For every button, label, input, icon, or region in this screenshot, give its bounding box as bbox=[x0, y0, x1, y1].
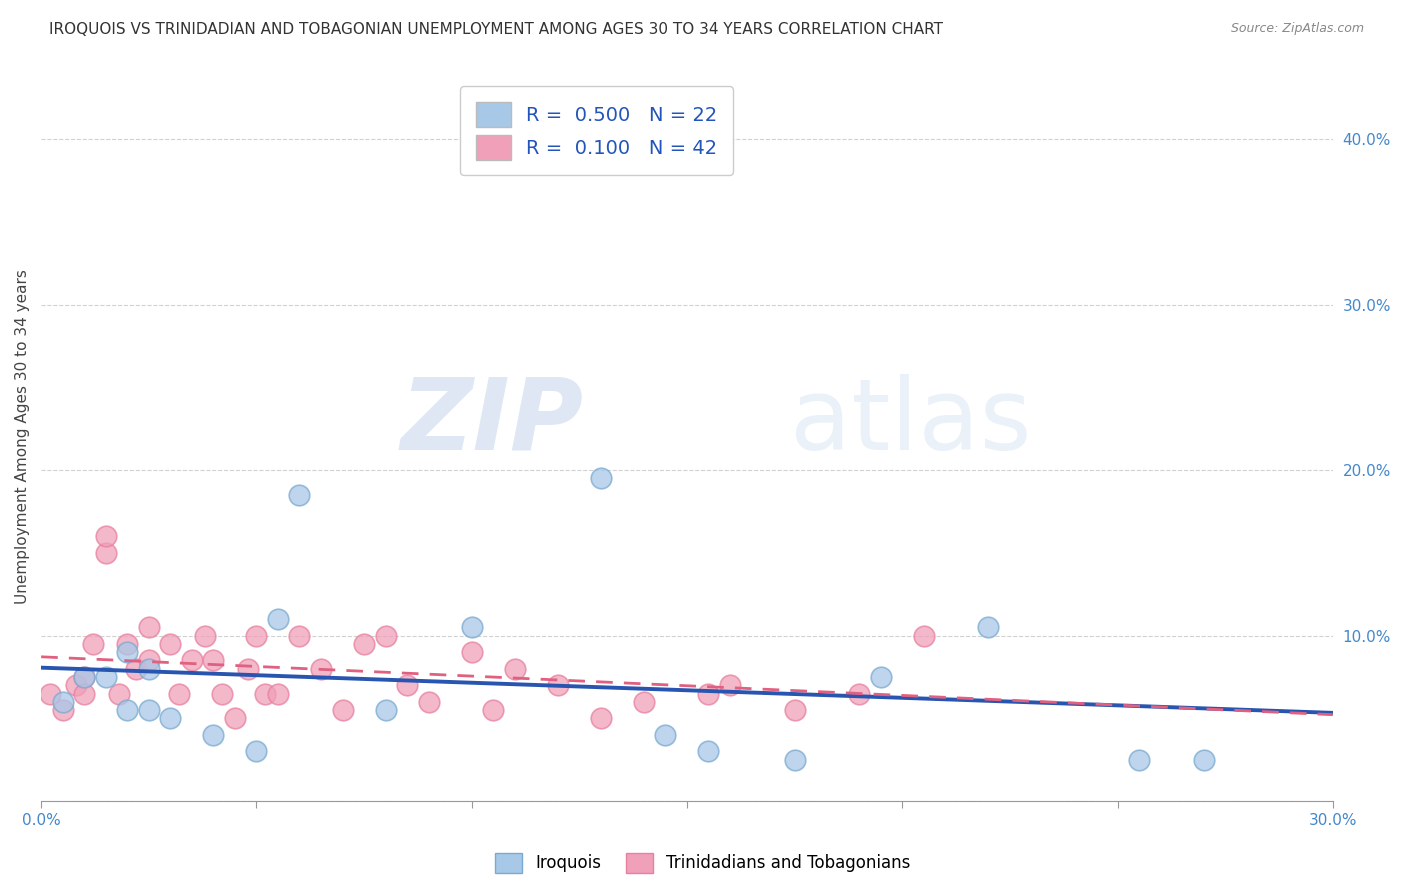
Point bbox=[288, 488, 311, 502]
Point bbox=[589, 471, 612, 485]
Point bbox=[460, 645, 482, 659]
Point bbox=[211, 687, 233, 701]
Legend: R =  0.500   N = 22, R =  0.100   N = 42: R = 0.500 N = 22, R = 0.100 N = 42 bbox=[460, 87, 733, 175]
Point bbox=[94, 670, 117, 684]
Point bbox=[245, 629, 267, 643]
Text: ZIP: ZIP bbox=[401, 374, 583, 471]
Point bbox=[332, 703, 354, 717]
Point bbox=[138, 653, 160, 667]
Point bbox=[202, 653, 225, 667]
Point bbox=[482, 703, 505, 717]
Legend: Iroquois, Trinidadians and Tobagonians: Iroquois, Trinidadians and Tobagonians bbox=[489, 847, 917, 880]
Point bbox=[73, 687, 96, 701]
Point bbox=[396, 678, 419, 692]
Point bbox=[224, 711, 246, 725]
Point bbox=[236, 662, 259, 676]
Point bbox=[783, 753, 806, 767]
Point bbox=[115, 645, 138, 659]
Point bbox=[180, 653, 202, 667]
Point bbox=[547, 678, 569, 692]
Point bbox=[848, 687, 870, 701]
Point bbox=[115, 637, 138, 651]
Point bbox=[1192, 753, 1215, 767]
Point bbox=[107, 687, 129, 701]
Point bbox=[65, 678, 87, 692]
Point bbox=[697, 744, 720, 758]
Point bbox=[125, 662, 148, 676]
Point bbox=[38, 687, 60, 701]
Point bbox=[94, 529, 117, 543]
Point bbox=[159, 711, 181, 725]
Point bbox=[869, 670, 891, 684]
Point bbox=[52, 695, 75, 709]
Point bbox=[82, 637, 104, 651]
Point bbox=[73, 670, 96, 684]
Point bbox=[460, 620, 482, 634]
Point bbox=[783, 703, 806, 717]
Point bbox=[245, 744, 267, 758]
Point bbox=[253, 687, 276, 701]
Point bbox=[633, 695, 655, 709]
Point bbox=[138, 662, 160, 676]
Text: atlas: atlas bbox=[790, 374, 1032, 471]
Point bbox=[977, 620, 1000, 634]
Point bbox=[138, 620, 160, 634]
Point bbox=[503, 662, 526, 676]
Point bbox=[194, 629, 217, 643]
Point bbox=[1128, 753, 1150, 767]
Point bbox=[167, 687, 190, 701]
Text: IROQUOIS VS TRINIDADIAN AND TOBAGONIAN UNEMPLOYMENT AMONG AGES 30 TO 34 YEARS CO: IROQUOIS VS TRINIDADIAN AND TOBAGONIAN U… bbox=[49, 22, 943, 37]
Point bbox=[654, 728, 676, 742]
Point bbox=[353, 637, 375, 651]
Point bbox=[374, 629, 396, 643]
Y-axis label: Unemployment Among Ages 30 to 34 years: Unemployment Among Ages 30 to 34 years bbox=[15, 269, 30, 605]
Point bbox=[52, 703, 75, 717]
Point bbox=[115, 703, 138, 717]
Point bbox=[309, 662, 332, 676]
Point bbox=[912, 629, 935, 643]
Point bbox=[418, 695, 440, 709]
Point bbox=[202, 728, 225, 742]
Point bbox=[73, 670, 96, 684]
Point bbox=[374, 703, 396, 717]
Point bbox=[94, 546, 117, 560]
Point bbox=[138, 703, 160, 717]
Point bbox=[697, 687, 720, 701]
Point bbox=[288, 629, 311, 643]
Point bbox=[159, 637, 181, 651]
Point bbox=[267, 612, 290, 626]
Point bbox=[718, 678, 741, 692]
Point bbox=[267, 687, 290, 701]
Text: Source: ZipAtlas.com: Source: ZipAtlas.com bbox=[1230, 22, 1364, 36]
Point bbox=[589, 711, 612, 725]
